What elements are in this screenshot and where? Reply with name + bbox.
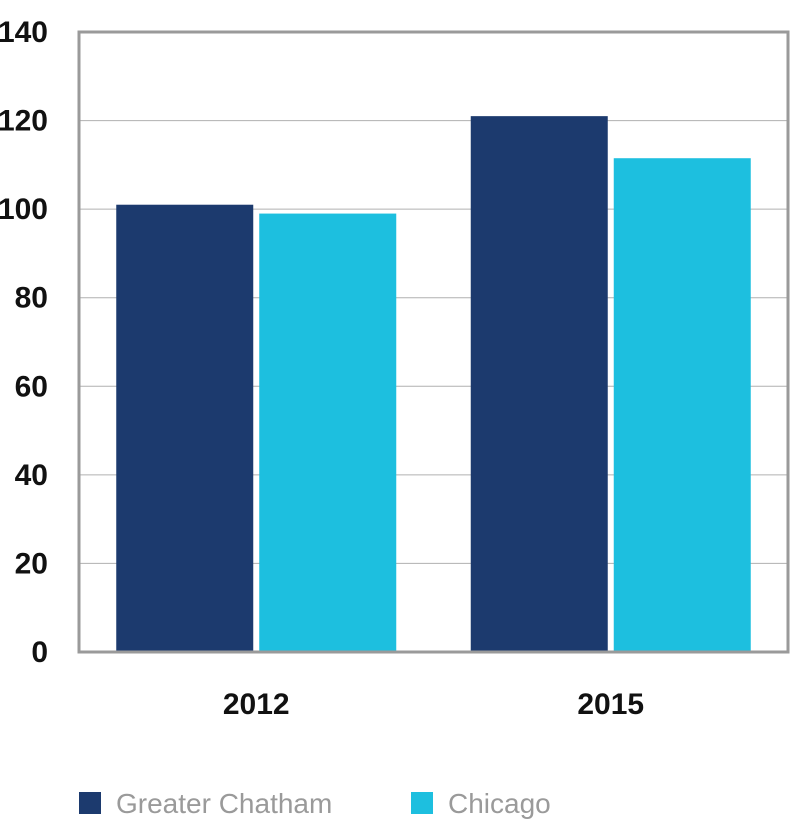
y-tick-label: 120 bbox=[0, 105, 48, 138]
legend: Greater Chatham Chicago bbox=[79, 788, 551, 819]
legend-label: Greater Chatham bbox=[116, 788, 332, 819]
y-tick-label: 80 bbox=[15, 282, 48, 315]
y-axis-ticks: 0 20 40 60 80 100 120 140 bbox=[0, 16, 48, 669]
bar-greater-chatham-2015 bbox=[470, 116, 608, 652]
plot-frame bbox=[77, 30, 790, 654]
bars bbox=[116, 116, 751, 653]
y-tick-label: 0 bbox=[31, 636, 48, 669]
legend-label: Chicago bbox=[448, 788, 551, 819]
y-tick-label: 60 bbox=[15, 370, 48, 403]
legend-swatch bbox=[79, 792, 101, 814]
y-tick-label: 40 bbox=[15, 459, 48, 492]
x-category-label: 2015 bbox=[577, 688, 644, 721]
legend-swatch bbox=[411, 792, 433, 814]
y-tick-label: 20 bbox=[15, 547, 48, 580]
bar-greater-chatham-2012 bbox=[116, 204, 254, 652]
bar-chicago-2012 bbox=[259, 213, 397, 653]
bar-chicago-2015 bbox=[613, 158, 751, 652]
y-tick-label: 140 bbox=[0, 16, 48, 49]
x-axis-categories: 2012 2015 bbox=[223, 688, 644, 721]
x-category-label: 2012 bbox=[223, 688, 290, 721]
y-tick-label: 100 bbox=[0, 193, 48, 226]
